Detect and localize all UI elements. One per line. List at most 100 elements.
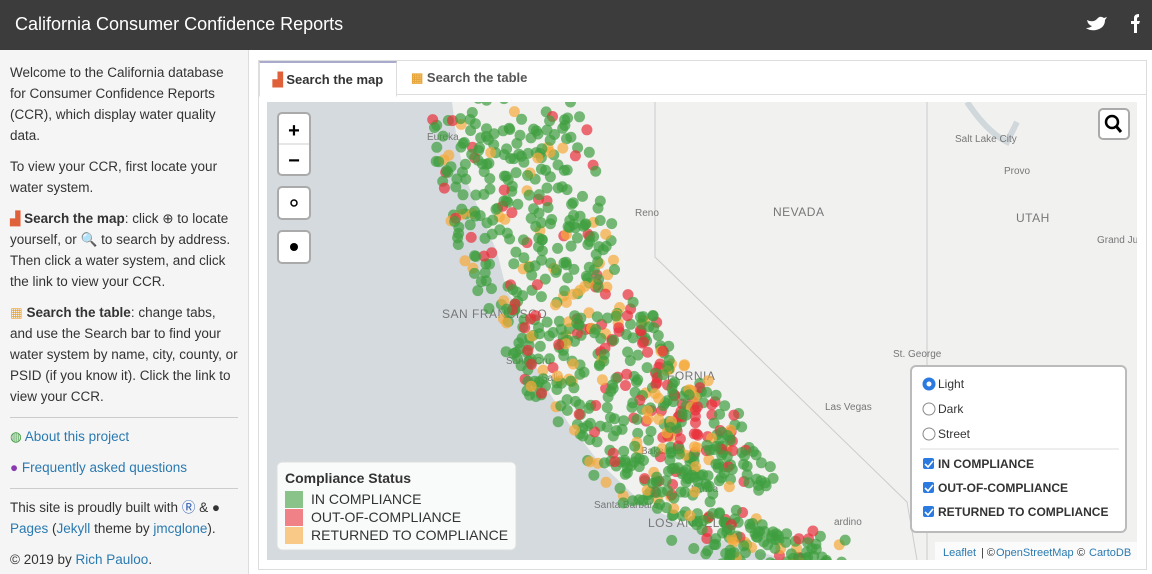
- water-system-dot: [562, 221, 574, 233]
- water-system-dot: [589, 327, 600, 339]
- water-system-dot: [649, 446, 661, 458]
- tab-panel: ▟ Search the map ▦ Search the table: [258, 60, 1147, 570]
- text: ©: [1077, 547, 1085, 559]
- water-system-dot: [660, 475, 672, 487]
- water-system-dot: [664, 421, 676, 433]
- text: to locate yourself, or: [10, 211, 229, 247]
- water-system-dot: [632, 349, 644, 361]
- search-button[interactable]: [1098, 108, 1130, 140]
- water-system-dot: [691, 428, 703, 440]
- twitter-icon[interactable]: [1086, 16, 1107, 31]
- water-system-dot: [617, 497, 629, 509]
- water-system-dot: [567, 288, 579, 300]
- water-system-dot: [429, 122, 440, 133]
- water-system-dot: [550, 299, 561, 311]
- zoom-out[interactable]: −: [288, 150, 300, 172]
- water-system-dot: [621, 368, 633, 380]
- facebook-icon[interactable]: [1131, 14, 1140, 33]
- water-system-dot: [516, 113, 528, 125]
- carto-link[interactable]: CartoDB: [1089, 547, 1131, 559]
- water-system-dot: [594, 195, 606, 207]
- water-system-dot: [569, 424, 580, 436]
- water-system-dot: [566, 198, 578, 210]
- water-system-dot: [479, 267, 491, 279]
- water-system-dot: [573, 408, 585, 420]
- check: [924, 508, 934, 517]
- water-system-dot: [532, 152, 544, 164]
- text: &: [199, 500, 209, 515]
- water-systems: [427, 102, 851, 560]
- water-system-dot: [500, 346, 512, 358]
- water-system-dot: [714, 408, 726, 420]
- author-link[interactable]: jmcglone: [153, 521, 208, 536]
- water-system-dot: [672, 462, 684, 474]
- zoom-in[interactable]: +: [288, 120, 300, 142]
- water-system-dot: [508, 153, 520, 165]
- locate-button[interactable]: [277, 186, 311, 220]
- water-system-dot: [666, 534, 678, 546]
- water-system-dot: [536, 254, 548, 266]
- tab-label: Search the table: [426, 70, 528, 85]
- water-system-dot: [781, 528, 793, 540]
- text: (: [52, 521, 57, 536]
- radio: [922, 402, 936, 416]
- water-system-dot: [540, 164, 552, 176]
- water-system-dot: [609, 264, 620, 275]
- legend-label: RETURNED TO COMPLIANCE: [311, 527, 508, 543]
- tab-table[interactable]: ▦ Search the table: [411, 70, 528, 85]
- water-system-dot: [608, 334, 620, 346]
- site-title[interactable]: California Consumer Confidence Reports: [15, 14, 344, 34]
- water-system-dot: [702, 375, 714, 387]
- text: ).: [207, 521, 216, 536]
- water-system-dot: [535, 217, 547, 229]
- base-layer-label: Street: [938, 427, 971, 441]
- tab-map[interactable]: ▟ Search the map: [259, 61, 397, 97]
- water-system-dot: [690, 461, 702, 473]
- water-system-dot: [557, 142, 569, 154]
- water-system-dot: [533, 207, 545, 219]
- water-system-dot: [613, 322, 625, 334]
- pages-link[interactable]: Pages: [10, 521, 49, 536]
- water-system-dot: [484, 173, 496, 185]
- water-system-dot: [474, 210, 486, 222]
- water-system-dot: [689, 486, 701, 498]
- water-system-dot: [602, 312, 613, 324]
- base-layer-label: Dark: [938, 402, 964, 416]
- water-system-dot: [537, 364, 549, 376]
- water-system-dot: [475, 276, 487, 288]
- water-system-dot: [574, 111, 585, 123]
- water-system-dot: [472, 154, 484, 166]
- water-system-dot: [706, 399, 718, 411]
- water-system-dot: [601, 421, 613, 433]
- water-system-dot: [459, 255, 471, 267]
- legend: Compliance Status IN COMPLIANCE OUT-OF-CO…: [276, 461, 517, 551]
- tab-label: Search the map: [286, 72, 384, 87]
- about-link[interactable]: About this project: [24, 429, 130, 444]
- faq-link[interactable]: Frequently asked questions: [21, 460, 188, 475]
- water-system-dot: [560, 296, 572, 308]
- jekyll-link[interactable]: Jekyll: [56, 521, 91, 536]
- checkbox: [923, 482, 934, 493]
- water-system-dot: [647, 310, 659, 321]
- water-system-dot: [525, 212, 537, 224]
- map[interactable]: EurekaNEVADARenoSalt Lake CityProvoUTAHG…: [267, 102, 1137, 560]
- osm-link[interactable]: OpenStreetMap: [996, 547, 1074, 559]
- water-system-dot: [518, 252, 530, 264]
- legend-label: OUT-OF-COMPLIANCE: [311, 509, 461, 525]
- attribution: Leaflet | © OpenStreetMap © CartoDB: [935, 542, 1137, 560]
- water-system-dot: [534, 328, 546, 340]
- water-system-dot: [793, 533, 805, 545]
- leaflet-link[interactable]: Leaflet: [943, 547, 976, 559]
- author-link[interactable]: Rich Pauloo: [75, 552, 149, 567]
- water-system-dot: [724, 524, 736, 536]
- water-system-dot: [541, 316, 553, 328]
- map-icon: ▟: [10, 211, 21, 226]
- water-system-dot: [639, 473, 651, 485]
- water-system-dot: [450, 181, 462, 193]
- water-system-dot: [498, 184, 510, 196]
- water-system-dot: [584, 236, 596, 247]
- water-system-dot: [559, 114, 571, 126]
- water-system-dot: [627, 296, 639, 308]
- water-system-dot: [525, 313, 537, 325]
- link-row: ◍ About this project: [10, 429, 130, 444]
